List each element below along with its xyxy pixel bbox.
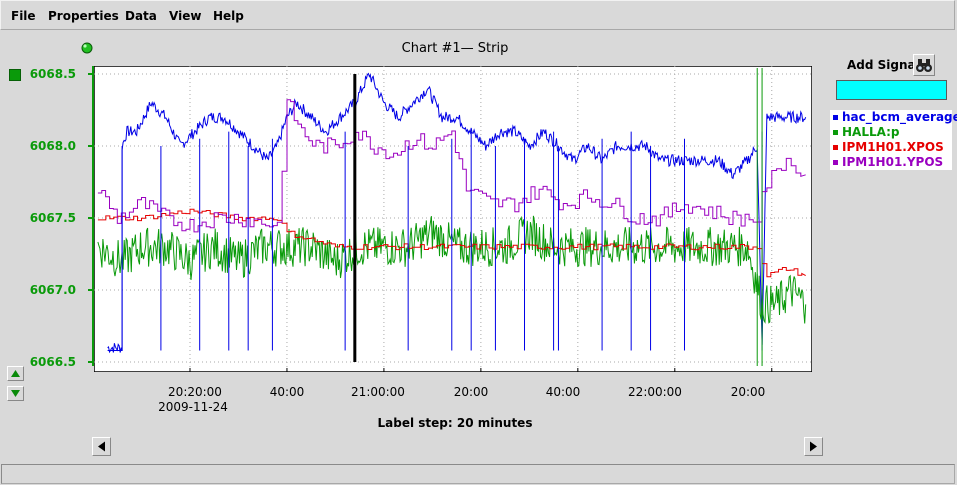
y-tick-label: 6066.5 — [29, 355, 76, 369]
scale-down-button[interactable] — [7, 386, 24, 401]
triangle-right-icon — [810, 441, 817, 452]
menu-view[interactable]: View — [169, 9, 202, 23]
x-date-label: 2009-11-24 — [158, 400, 228, 414]
x-tick-label: 20:00 — [730, 385, 766, 399]
series-edge — [107, 146, 123, 351]
status-bar — [1, 464, 955, 484]
x-tick-label: 20:00 — [453, 385, 489, 399]
scale-up-button[interactable] — [7, 366, 24, 381]
legend-label: HALLA:p — [842, 125, 900, 139]
menu-bar: File Properties Data View Help — [0, 0, 955, 30]
y-tick-label: 6068.0 — [29, 139, 76, 153]
legend: hac_bcm_average HALLA:p IPM1H01.XPOS IPM… — [830, 110, 957, 170]
plot-background — [94, 66, 812, 372]
menu-help[interactable]: Help — [213, 9, 244, 23]
legend-label: IPM1H01.XPOS — [842, 140, 944, 154]
menu-data[interactable]: Data — [125, 9, 157, 23]
x-tick-label: 22:00:00 — [628, 385, 682, 399]
series-line-hac-bcm-average — [107, 72, 807, 354]
add-signal-input[interactable] — [836, 80, 947, 100]
scroll-left-button[interactable] — [92, 437, 111, 456]
series-line-halla-p — [97, 215, 807, 324]
y-tick-label: 6067.0 — [29, 283, 76, 297]
legend-swatch — [833, 160, 838, 165]
green-led-icon — [81, 42, 93, 54]
legend-label: hac_bcm_average — [842, 110, 957, 124]
y-axis — [88, 66, 94, 366]
chart-plot[interactable] — [94, 66, 812, 372]
chart-title: Chart #1— Strip — [401, 41, 509, 56]
legend-item-ipm1h01-xpos[interactable]: IPM1H01.XPOS — [830, 140, 952, 155]
find-signal-button[interactable] — [913, 54, 935, 76]
x-tick-label: 40:00 — [545, 385, 581, 399]
label-step: Label step: 20 minutes — [377, 416, 533, 430]
x-tick-label: 40:00 — [269, 385, 305, 399]
legend-item-hac-bcm-average[interactable]: hac_bcm_average — [830, 110, 957, 125]
legend-swatch — [833, 145, 838, 150]
legend-item-halla-p[interactable]: HALLA:p — [830, 125, 952, 140]
green-square-icon[interactable] — [9, 69, 21, 81]
legend-item-ipm1h01-ypos[interactable]: IPM1H01.YPOS — [830, 155, 952, 170]
y-tick-label: 6067.5 — [29, 211, 76, 225]
triangle-up-icon — [11, 370, 20, 377]
legend-swatch — [833, 115, 838, 120]
triangle-down-icon — [11, 390, 20, 397]
y-tick-label: 6068.5 — [29, 67, 76, 81]
series-line-ipm1h01-xpos — [97, 208, 806, 278]
menu-file[interactable]: File — [11, 9, 36, 23]
menu-properties[interactable]: Properties — [48, 9, 119, 23]
binoculars-icon — [916, 59, 932, 72]
x-tick-label: 20:20:00 — [168, 385, 222, 399]
x-tick-label: 21:00:00 — [351, 385, 405, 399]
series-line-ipm1h01-ypos — [97, 99, 806, 233]
triangle-left-icon — [98, 441, 105, 452]
legend-label: IPM1H01.YPOS — [842, 155, 944, 169]
legend-swatch — [833, 130, 838, 135]
series-layer — [97, 68, 807, 366]
scroll-right-button[interactable] — [804, 437, 823, 456]
add-signal-label: Add Signal — [847, 58, 920, 72]
